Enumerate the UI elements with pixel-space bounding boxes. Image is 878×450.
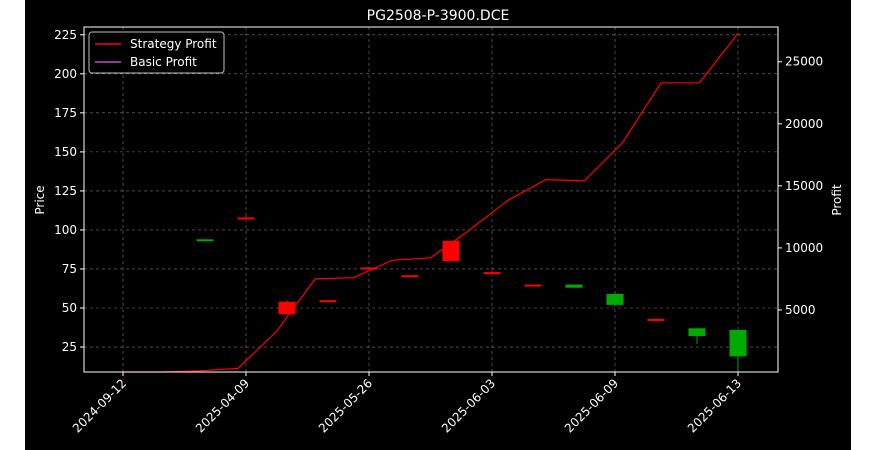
figure-background [25, 0, 851, 450]
right-y-tick-label: 10000 [785, 241, 823, 255]
left-y-tick-label: 225 [54, 28, 77, 42]
left-y-tick-label: 150 [54, 145, 77, 159]
candle-body [196, 239, 214, 242]
candle-body [319, 300, 337, 303]
x-tick-label: 2025-06-09 [562, 376, 621, 435]
candle-body [688, 328, 706, 337]
candles [155, 36, 747, 372]
candle-body [483, 272, 501, 275]
legend-basic-label: Basic Profit [130, 55, 197, 69]
right-y-tick-label: 20000 [785, 117, 823, 131]
legend: Strategy Profit Basic Profit [88, 31, 225, 74]
right-y-tick-label: 15000 [785, 179, 823, 193]
x-tick-label: 2025-05-26 [316, 376, 375, 435]
candle-body [565, 284, 583, 288]
grid [84, 27, 778, 372]
left-y-axis: 25 50 75 100 125 150 175 200 225 [54, 28, 84, 354]
right-y-tick-label: 5000 [785, 303, 816, 317]
candle-body [524, 284, 542, 287]
right-y-tick-label: 25000 [785, 55, 823, 69]
legend-box [88, 31, 225, 74]
left-y-tick-label: 200 [54, 67, 77, 81]
profit-lines [123, 32, 739, 373]
chart-title: PG2508-P-3900.DCE [367, 8, 510, 24]
x-tick-label: 2024-09-12 [70, 376, 129, 435]
x-tick-label: 2025-06-13 [685, 376, 744, 435]
left-y-tick-label: 175 [54, 106, 77, 120]
legend-strategy-label: Strategy Profit [130, 37, 217, 51]
left-y-tick-label: 25 [62, 340, 77, 354]
left-y-tick-label: 125 [54, 184, 77, 198]
right-y-axis-label: Profit [830, 184, 844, 216]
candle-body [237, 217, 255, 220]
left-y-tick-label: 100 [54, 223, 77, 237]
candle-body [401, 275, 419, 278]
candle-body [360, 267, 378, 270]
candle-body [278, 301, 296, 315]
x-axis: 2024-09-12 2025-04-09 2025-05-26 2025-06-03… [70, 372, 744, 435]
strategy-profit-line [123, 32, 739, 373]
left-y-axis-label: Price [33, 185, 47, 214]
x-tick-label: 2025-04-09 [193, 376, 252, 435]
right-y-axis: 5000 10000 15000 20000 25000 [778, 55, 823, 317]
left-y-tick-label: 50 [62, 301, 77, 315]
x-tick-label: 2025-06-03 [439, 376, 498, 435]
left-y-tick-label: 75 [62, 262, 77, 276]
candle-body [647, 318, 665, 321]
candle-body [606, 293, 624, 305]
plot-frame [83, 26, 779, 373]
candle-body [729, 329, 747, 357]
